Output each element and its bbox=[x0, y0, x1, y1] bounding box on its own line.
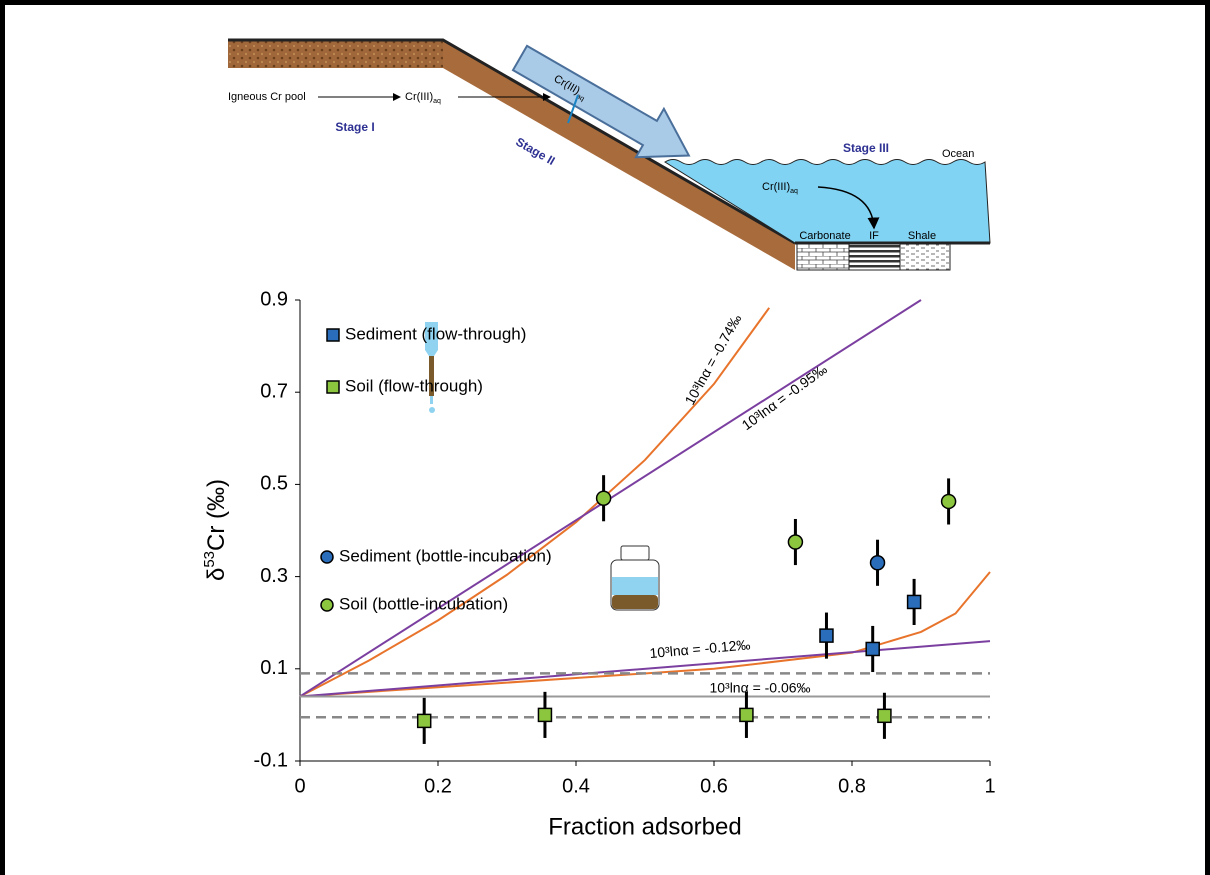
stage-label: Stage III bbox=[843, 141, 889, 155]
x-tick-label: 0 bbox=[294, 775, 305, 797]
legend-marker bbox=[320, 598, 334, 612]
line-label: 10³lnα = -0.12‰ bbox=[649, 636, 751, 661]
diagram: Cr(III)aq Igneous Cr pool Cr(III)aq Stag… bbox=[228, 38, 991, 271]
model-line bbox=[299, 640, 991, 698]
point bbox=[819, 628, 834, 643]
line-label: 10³lnα = -0.95‰ bbox=[739, 361, 830, 433]
bottle-icon bbox=[610, 545, 660, 611]
point bbox=[906, 594, 922, 610]
line-label: 10³lnα = -0.06‰ bbox=[709, 680, 810, 696]
marker-tick bbox=[567, 94, 579, 124]
transport-arrow: Cr(III)aq bbox=[511, 44, 691, 159]
ocean-species: Cr(III)aq bbox=[762, 181, 798, 195]
point bbox=[877, 708, 892, 724]
legend-marker bbox=[326, 328, 340, 342]
legend-item: Sediment (flow-through) bbox=[326, 324, 526, 343]
slope bbox=[443, 40, 795, 270]
surface-line bbox=[228, 38, 796, 245]
legend-label: Sediment (flow-through) bbox=[345, 324, 526, 343]
line-label: 10³lnα = -0.74‰ bbox=[681, 311, 744, 407]
shale-box bbox=[899, 243, 951, 271]
stage-label: Stage I bbox=[335, 120, 374, 134]
x-tick-label: 0.4 bbox=[562, 775, 590, 797]
y-tick-label: 0.1 bbox=[260, 657, 288, 679]
legend-item: Sediment (bottle-incubation) bbox=[320, 546, 552, 565]
x-tick-label: 1 bbox=[984, 775, 995, 797]
point bbox=[416, 713, 432, 729]
x-tick-label: 0.8 bbox=[838, 775, 866, 797]
source-label: Igneous Cr pool bbox=[228, 91, 306, 103]
x-tick-label: 0.2 bbox=[424, 775, 452, 797]
model-line bbox=[299, 307, 771, 698]
point bbox=[869, 555, 886, 571]
legend-item: Soil (bottle-incubation) bbox=[320, 594, 508, 613]
x-axis-label: Fraction adsorbed bbox=[548, 813, 741, 840]
point bbox=[595, 490, 612, 506]
sediment-label: Shale bbox=[908, 230, 936, 242]
arrow bbox=[817, 186, 880, 230]
bedrock bbox=[228, 40, 443, 68]
y-tick-label: 0.3 bbox=[260, 565, 288, 587]
point bbox=[787, 534, 804, 550]
land-species: Cr(III)aq bbox=[405, 91, 441, 105]
ocean bbox=[664, 159, 991, 244]
stage-label: Stage II bbox=[513, 135, 557, 168]
x-tick-label: 0.6 bbox=[700, 775, 728, 797]
point bbox=[940, 493, 957, 510]
point bbox=[739, 707, 754, 723]
point bbox=[865, 641, 880, 657]
legend-item: Soil (flow-through) bbox=[326, 376, 483, 395]
y-tick-label: 0.7 bbox=[260, 380, 288, 402]
carbonate-box bbox=[796, 243, 850, 271]
y-tick-label: 0.9 bbox=[260, 288, 288, 310]
point bbox=[537, 707, 553, 723]
y-tick-label: -0.1 bbox=[254, 749, 288, 771]
legend-marker bbox=[326, 380, 340, 394]
y-axis-label: δ53Cr (‰) bbox=[201, 479, 230, 581]
legend-label: Sediment (bottle-incubation) bbox=[339, 546, 552, 565]
ocean-label: Ocean bbox=[942, 148, 974, 160]
legend-marker bbox=[320, 550, 334, 564]
sediment-label: IF bbox=[869, 230, 879, 242]
dropper-icon bbox=[425, 322, 438, 413]
sediment-label: Carbonate bbox=[799, 230, 850, 242]
model-line bbox=[299, 571, 991, 698]
legend-label: Soil (bottle-incubation) bbox=[339, 594, 508, 613]
y-tick-label: 0.5 bbox=[260, 473, 288, 495]
legend-label: Soil (flow-through) bbox=[345, 376, 483, 395]
if-box bbox=[848, 243, 901, 271]
